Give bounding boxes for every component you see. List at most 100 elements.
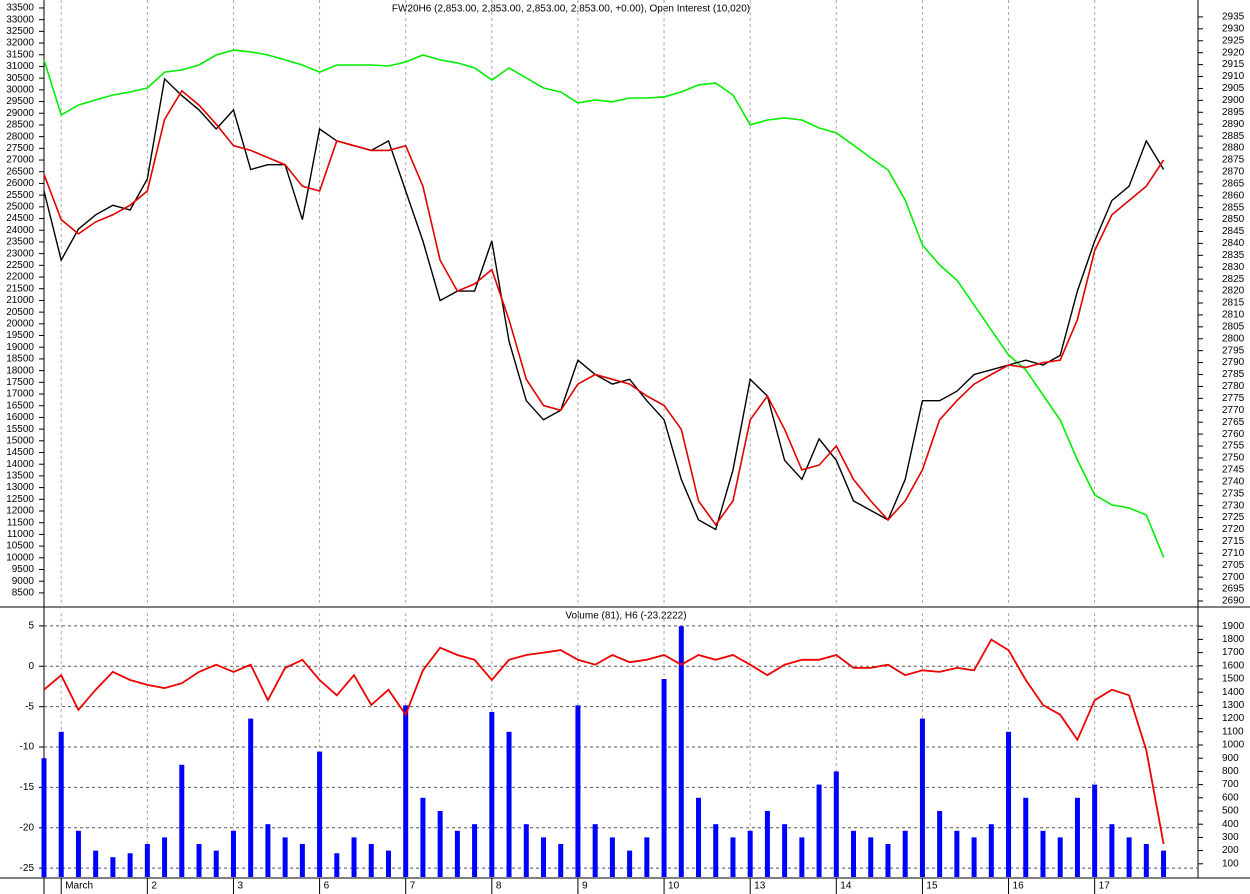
series-line [43,77,1165,531]
y-tick-label: 32000 [6,38,34,49]
y2-tick-label: 2710 [1222,548,1245,559]
volume-bar [41,758,47,877]
y2-tick-label: 2885 [1222,131,1245,142]
y-tick-label: 9000 [12,576,35,587]
y2-tick-label: 2845 [1222,226,1245,237]
y-tick-label: 14500 [6,447,34,458]
y-tick-label: 28500 [6,120,34,131]
x-tick-label: 6 [324,881,330,892]
y-tick-label: 9500 [12,564,35,575]
y2-tick-label: 2835 [1222,250,1245,261]
y2-tick-label: 2720 [1222,524,1245,535]
y-tick-label: 22000 [6,272,34,283]
volume-bar [764,811,770,877]
y-tick-label: 29500 [6,96,34,107]
y-tick-label: 14000 [6,459,34,470]
x-tick-label: 13 [754,881,766,892]
volume-bar [1126,837,1132,877]
volume-bar [454,830,460,877]
volume-bar [971,837,977,877]
volume-bar [110,857,116,877]
y-tick-label: 23500 [6,237,34,248]
volume-bar [885,844,891,877]
y2-tick-label: 600 [1222,792,1239,803]
y-tick-label: 8500 [12,588,35,599]
volume-bar [403,705,409,877]
y2-tick-label: 2745 [1222,465,1245,476]
y2-tick-label: 1000 [1222,740,1245,751]
y-tick-label: 22500 [6,260,34,271]
y2-tick-label: 2920 [1222,47,1245,58]
y-tick-label: 26500 [6,166,34,177]
y2-tick-label: 2755 [1222,441,1245,452]
x-tick-label: 10 [668,881,680,892]
y2-tick-label: 2790 [1222,357,1245,368]
volume-bar [851,830,857,877]
y2-tick-label: 2910 [1222,71,1245,82]
volume-bar [1109,824,1115,877]
y2-tick-label: 1400 [1222,687,1245,698]
volume-bar [696,797,702,877]
y2-tick-label: 2815 [1222,298,1245,309]
y2-tick-label: 300 [1222,832,1239,843]
y-tick-label: 10500 [6,541,34,552]
y-tick-label: 19500 [6,330,34,341]
x-tick-label: 14 [840,881,852,892]
y2-tick-label: 2715 [1222,536,1245,547]
volume-bar [506,731,512,877]
y2-tick-label: 2775 [1222,393,1245,404]
y-tick-label: 26000 [6,178,34,189]
y-tick-label: 0 [28,661,34,672]
y2-tick-label: 2750 [1222,453,1245,464]
volume-bar [747,830,753,877]
y-tick-label: -25 [20,863,35,874]
y-tick-label: -10 [20,742,35,753]
x-tick-label: 9 [582,881,588,892]
volume-bar [609,837,615,877]
volume-bar [592,824,598,877]
volume-bar [1006,731,1012,877]
y-tick-label: 31000 [6,61,34,72]
volume-bar [799,837,805,877]
y-tick-label: 30500 [6,73,34,84]
y2-tick-label: 2855 [1222,202,1245,213]
y-tick-label: 5 [28,621,34,632]
volume-bar [988,824,994,877]
volume-bar [540,837,546,877]
y-tick-label: 16500 [6,400,34,411]
series-line [43,638,1165,845]
y-tick-label: 27000 [6,155,34,166]
y-tick-label: 20500 [6,307,34,318]
volume-bar [196,844,202,877]
y-tick-label: 19000 [6,342,34,353]
volume-bar [954,830,960,877]
y2-tick-label: 2805 [1222,321,1245,332]
volume-bar [1143,844,1149,877]
y-tick-label: 13000 [6,482,34,493]
y2-tick-label: 2875 [1222,155,1245,166]
y2-tick-label: 2765 [1222,417,1245,428]
y2-tick-label: 2860 [1222,190,1245,201]
y-tick-label: 12000 [6,506,34,517]
y-tick-label: 21500 [6,283,34,294]
x-tick-label: 16 [1013,881,1025,892]
y-tick-label: 12500 [6,494,34,505]
volume-bar [420,797,426,877]
volume-bar [678,626,684,877]
y2-tick-label: 1800 [1222,634,1245,645]
volume-bar [523,824,529,877]
volume-bar [937,811,943,877]
y2-tick-label: 100 [1222,858,1239,869]
y2-tick-label: 2740 [1222,476,1245,487]
volume-bar [919,718,925,877]
series-line [43,49,1165,558]
y-tick-label: -15 [20,782,35,793]
y-tick-label: -5 [25,701,34,712]
y2-tick-label: 2780 [1222,381,1245,392]
y2-tick-label: 2895 [1222,107,1245,118]
y2-tick-label: 2730 [1222,500,1245,511]
y2-tick-label: 900 [1222,753,1239,764]
x-tick-label: 8 [496,881,502,892]
